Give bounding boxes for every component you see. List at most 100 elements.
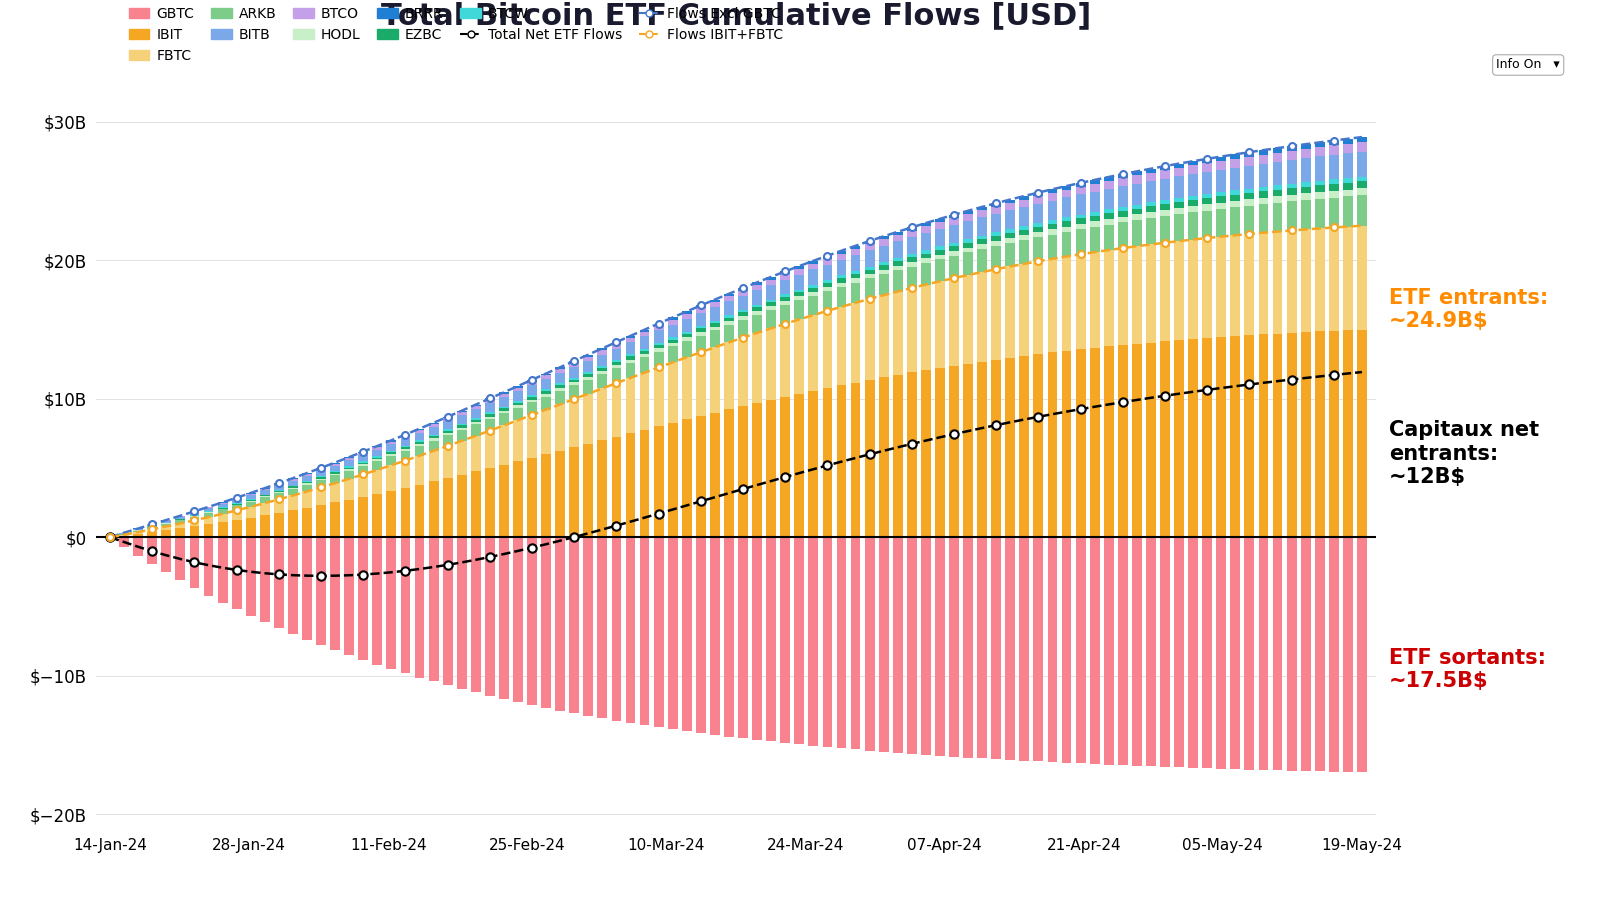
Bar xyxy=(429,436,438,438)
Bar xyxy=(189,517,200,520)
Bar xyxy=(246,500,256,501)
Bar xyxy=(1230,537,1240,770)
Bar xyxy=(1245,152,1254,157)
Bar xyxy=(570,447,579,537)
Bar xyxy=(514,386,523,388)
Bar xyxy=(302,508,312,537)
Bar xyxy=(470,406,480,410)
Bar xyxy=(189,520,200,526)
Bar xyxy=(992,214,1002,232)
Bar xyxy=(344,468,354,469)
Bar xyxy=(373,459,382,461)
Bar xyxy=(725,318,734,321)
Bar xyxy=(443,417,453,419)
Bar xyxy=(400,446,410,447)
Bar xyxy=(963,275,973,364)
Bar xyxy=(1342,330,1352,537)
Bar xyxy=(1286,150,1296,160)
Bar xyxy=(526,395,538,397)
Bar xyxy=(597,440,608,537)
Bar xyxy=(1272,185,1283,190)
Bar xyxy=(330,464,341,465)
Bar xyxy=(752,311,762,315)
Bar xyxy=(414,440,424,442)
Bar xyxy=(1104,250,1114,346)
Bar xyxy=(387,465,397,491)
Bar xyxy=(611,365,621,368)
Bar xyxy=(499,409,509,411)
Bar xyxy=(752,403,762,537)
Bar xyxy=(1118,178,1128,186)
Bar xyxy=(640,357,650,373)
Bar xyxy=(1202,338,1213,537)
Bar xyxy=(400,537,410,673)
Bar xyxy=(274,537,283,628)
Bar xyxy=(949,256,958,278)
Bar xyxy=(837,307,846,385)
Bar xyxy=(1034,203,1043,223)
Bar xyxy=(1005,238,1016,243)
Bar xyxy=(373,447,382,450)
Bar xyxy=(1286,333,1296,537)
Bar xyxy=(1189,174,1198,196)
Bar xyxy=(1330,537,1339,771)
Bar xyxy=(1062,221,1072,227)
Bar xyxy=(922,370,931,537)
Bar xyxy=(992,203,1002,207)
Bar xyxy=(541,392,550,394)
Bar xyxy=(597,366,608,368)
Bar xyxy=(667,346,678,363)
Bar xyxy=(443,431,453,433)
Bar xyxy=(1118,248,1128,345)
Bar xyxy=(738,312,747,316)
Bar xyxy=(710,302,720,307)
Bar xyxy=(1048,230,1058,235)
Bar xyxy=(203,513,213,518)
Bar xyxy=(1090,227,1099,252)
Bar xyxy=(1131,204,1142,209)
Bar xyxy=(1005,230,1016,233)
Bar xyxy=(1104,210,1114,213)
Bar xyxy=(667,537,678,729)
Bar xyxy=(1174,167,1184,176)
Bar xyxy=(851,537,861,750)
Bar xyxy=(1005,537,1016,760)
Bar xyxy=(147,527,157,529)
Bar xyxy=(640,348,650,351)
Bar xyxy=(992,236,1002,241)
Bar xyxy=(203,508,213,511)
Bar xyxy=(526,458,538,537)
Bar xyxy=(1286,194,1296,202)
Bar xyxy=(1259,164,1269,187)
Bar xyxy=(147,529,157,532)
Bar xyxy=(288,488,298,489)
Bar xyxy=(387,537,397,670)
Bar xyxy=(738,338,747,406)
Bar xyxy=(710,300,720,302)
Bar xyxy=(443,478,453,537)
Bar xyxy=(752,333,762,403)
Bar xyxy=(851,302,861,382)
Bar xyxy=(1315,157,1325,181)
Bar xyxy=(133,529,142,530)
Bar xyxy=(752,285,762,291)
Bar xyxy=(1090,212,1099,216)
Bar xyxy=(725,537,734,736)
Bar xyxy=(288,489,298,496)
Bar xyxy=(738,296,747,310)
Bar xyxy=(611,345,621,348)
Bar xyxy=(246,501,256,507)
Bar xyxy=(837,251,846,254)
Bar xyxy=(570,380,579,382)
Bar xyxy=(822,283,832,287)
Bar xyxy=(429,482,438,537)
Bar xyxy=(541,410,550,454)
Bar xyxy=(710,330,720,347)
Bar xyxy=(1075,537,1085,763)
Bar xyxy=(1259,187,1269,192)
Bar xyxy=(878,246,888,262)
Bar xyxy=(570,537,579,714)
Bar xyxy=(414,484,424,537)
Bar xyxy=(526,382,538,385)
Bar xyxy=(1342,144,1352,153)
